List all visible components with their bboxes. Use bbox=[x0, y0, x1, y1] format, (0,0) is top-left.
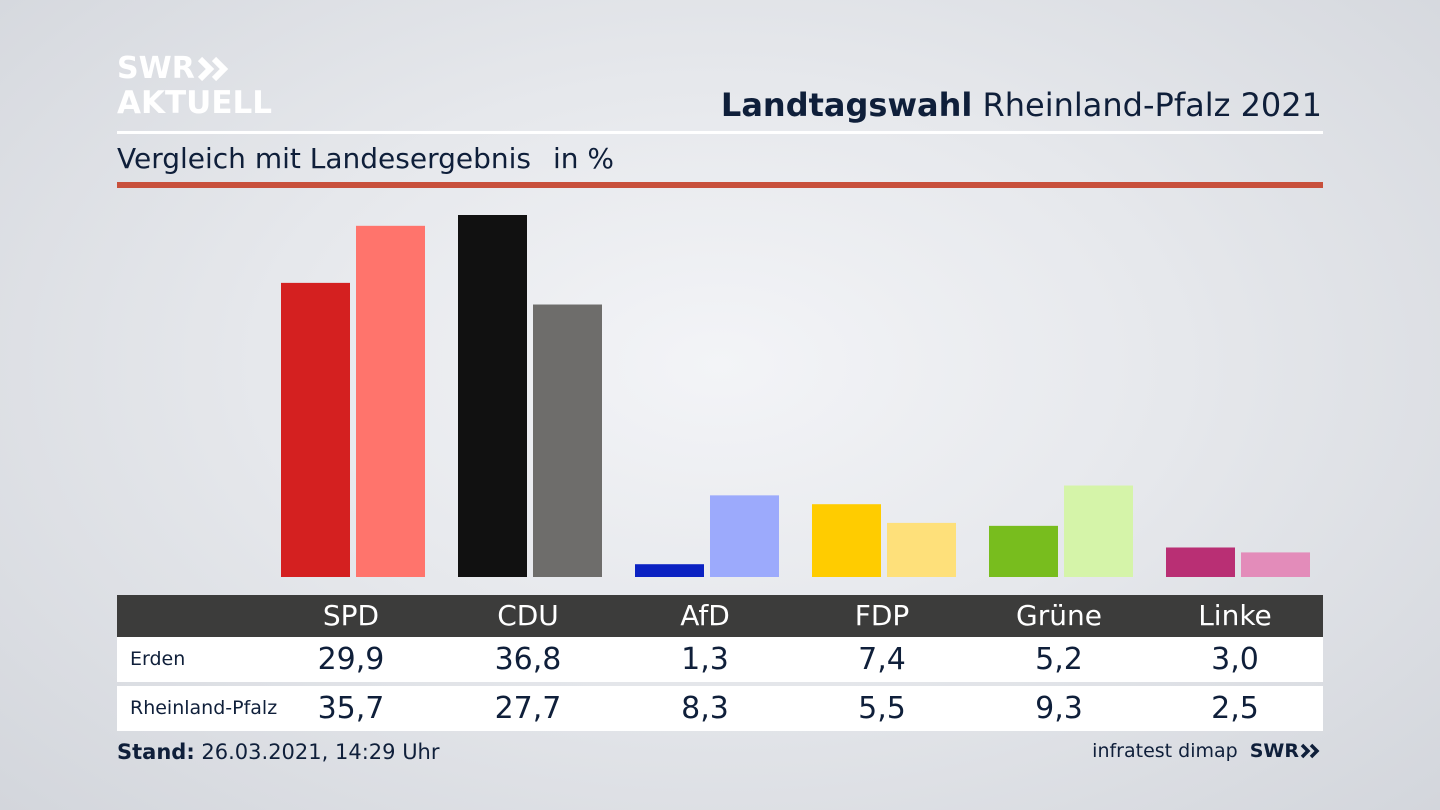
bar-erden-linke bbox=[1166, 547, 1235, 577]
value-rlp-fdp: 5,5 bbox=[858, 691, 906, 726]
double-chevron-icon bbox=[197, 56, 229, 82]
bar-erden-fdp bbox=[812, 504, 881, 577]
value-erden-gruene: 5,2 bbox=[1035, 642, 1083, 677]
subtitle-text: Vergleich mit Landesergebnis bbox=[117, 142, 531, 175]
party-header-spd: SPD bbox=[322, 599, 380, 632]
source-text: infratest dimap bbox=[1092, 740, 1238, 762]
bar-erden-spd bbox=[281, 282, 350, 577]
table-header bbox=[117, 595, 1323, 637]
double-chevron-icon bbox=[1300, 743, 1320, 759]
row-label-rheinland-pfalz: Rheinland-Pfalz bbox=[130, 697, 278, 719]
value-erden-fdp: 7,4 bbox=[858, 642, 906, 677]
value-erden-spd: 29,9 bbox=[317, 642, 385, 677]
value-rlp-linke: 2,5 bbox=[1211, 691, 1259, 726]
accent-rule bbox=[117, 182, 1323, 188]
title-rest: Rheinland-Pfalz 2021 bbox=[982, 86, 1322, 124]
bar-erden-cdu bbox=[458, 215, 527, 577]
value-erden-cdu: 36,8 bbox=[494, 642, 562, 677]
row-label-erden: Erden bbox=[130, 648, 186, 670]
logo-swr-text: SWR bbox=[117, 51, 195, 86]
value-rlp-spd: 35,7 bbox=[317, 691, 385, 726]
bar-erden-afd bbox=[635, 564, 704, 577]
party-header-fdp: FDP bbox=[854, 599, 910, 632]
title-bold: Landtagswahl bbox=[720, 86, 973, 124]
party-header-gruene: Grüne bbox=[1016, 599, 1102, 632]
value-rlp-gruene: 9,3 bbox=[1035, 691, 1083, 726]
bar-erden-gruene bbox=[989, 525, 1058, 577]
value-erden-linke: 3,0 bbox=[1211, 642, 1259, 677]
stand-label: Stand: bbox=[117, 740, 195, 764]
bar-rlp-cdu bbox=[533, 304, 602, 577]
swr-footer-text: SWR bbox=[1249, 740, 1299, 762]
bar-rlp-gruene bbox=[1064, 485, 1133, 577]
table-row-erden bbox=[117, 637, 1323, 682]
chart-title: Landtagswahl Rheinland-Pfalz 2021 bbox=[721, 86, 1322, 124]
stand-value: 26.03.2021, 14:29 Uhr bbox=[201, 740, 440, 764]
table-row-rheinland-pfalz bbox=[117, 686, 1323, 731]
value-rlp-cdu: 27,7 bbox=[494, 691, 562, 726]
bar-rlp-afd bbox=[710, 495, 779, 577]
unit-label: in % bbox=[552, 142, 615, 175]
party-header-linke: Linke bbox=[1198, 599, 1272, 632]
party-header-afd: AfD bbox=[680, 599, 730, 632]
source-credit: infratest dimap SWR bbox=[1092, 740, 1322, 762]
swr-aktuell-logo: SWR AKTUELL bbox=[117, 54, 272, 119]
swr-footer-logo: SWR bbox=[1250, 740, 1322, 762]
title-divider bbox=[117, 131, 1323, 134]
value-erden-afd: 1,3 bbox=[681, 642, 729, 677]
chart-subtitle: Vergleich mit Landesergebnis in % bbox=[117, 142, 614, 175]
bar-rlp-spd bbox=[356, 225, 425, 577]
bar-rlp-linke bbox=[1241, 552, 1310, 577]
bar-rlp-fdp bbox=[887, 522, 956, 577]
value-rlp-afd: 8,3 bbox=[681, 691, 729, 726]
timestamp: Stand: 26.03.2021, 14:29 Uhr bbox=[117, 740, 440, 764]
party-header-cdu: CDU bbox=[497, 599, 559, 632]
logo-aktuell-text: AKTUELL bbox=[117, 85, 273, 121]
